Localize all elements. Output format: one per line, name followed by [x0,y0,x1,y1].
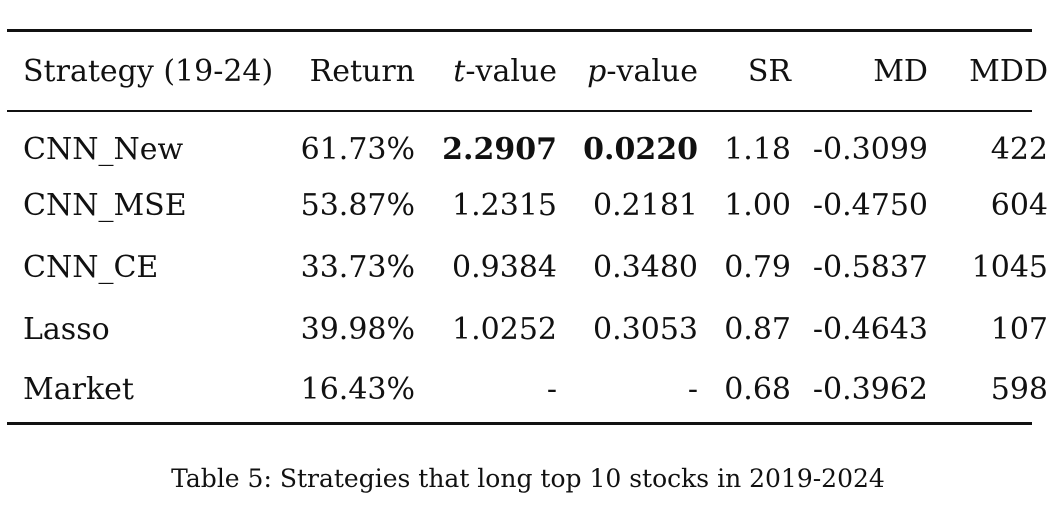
header-t-value: t-value [415,32,557,110]
header-t-rest: -value [465,53,557,89]
cell-t-value: - [546,371,557,407]
header-sr: SR [747,53,791,89]
table-header-row: Strategy (19-24) Return t-value p-value … [7,32,1048,110]
header-t-italic: t [453,53,466,89]
cell-mdd: 1045 [971,249,1048,285]
cell-t-value: 0.9384 [452,249,557,285]
cell-return: 33.73% [300,249,415,285]
cell-mdd: 604 [990,187,1048,223]
cell-md: -0.4750 [812,187,928,223]
cell-p-value: 0.3480 [593,249,698,285]
cell-t-value: 1.0252 [452,311,557,347]
cell-strategy: Market [23,371,134,407]
table-caption: Table 5: Strategies that long top 10 sto… [171,464,885,493]
cell-strategy: CNN_CE [23,249,159,285]
cell-mdd: 107 [990,311,1048,347]
cell-md: -0.4643 [812,311,928,347]
cell-p-value: 0.3053 [593,311,698,347]
cell-sr: 1.18 [724,131,791,167]
table-row: CNN_CE 33.73% 0.9384 0.3480 0.79 -0.5837… [7,236,1048,298]
cell-md: -0.3099 [812,131,928,167]
cell-strategy: Lasso [23,311,110,347]
results-table-container: Strategy (19-24) Return t-value p-value … [7,29,1048,425]
cell-t-value: 1.2315 [452,187,557,223]
table-top-rule [7,29,1032,32]
cell-p-value: 0.2181 [593,187,698,223]
header-p-italic: p [587,53,607,89]
cell-t-value: 2.2907 [442,131,557,167]
cell-sr: 1.00 [724,187,791,223]
table-bottom-rule [7,422,1032,425]
cell-p-value: 0.0220 [583,131,698,167]
cell-return: 39.98% [300,311,415,347]
cell-return: 16.43% [300,371,415,407]
table-row: CNN_MSE 53.87% 1.2315 0.2181 1.00 -0.475… [7,174,1048,236]
table-row: Lasso 39.98% 1.0252 0.3053 0.87 -0.4643 … [7,298,1048,360]
cell-strategy: CNN_New [23,131,184,167]
header-return: Return [309,53,415,89]
cell-mdd: 598 [990,371,1048,407]
cell-sr: 0.68 [724,371,791,407]
header-strategy: Strategy (19-24) [23,53,274,89]
cell-md: -0.3962 [812,371,928,407]
cell-strategy: CNN_MSE [23,187,187,223]
table-header-rule [7,110,1032,112]
table-row: CNN_New 61.73% 2.2907 0.0220 1.18 -0.309… [7,112,1048,174]
table-row: Market 16.43% - - 0.68 -0.3962 598 [7,360,1048,422]
header-md: MD [873,53,928,89]
results-table-body: CNN_New 61.73% 2.2907 0.0220 1.18 -0.309… [7,112,1048,422]
header-p-value: p-value [557,32,698,110]
header-p-rest: -value [606,53,698,89]
cell-return: 61.73% [300,131,415,167]
cell-md: -0.5837 [812,249,928,285]
cell-sr: 0.87 [724,311,791,347]
header-mdd: MDD [969,53,1048,89]
cell-return: 53.87% [300,187,415,223]
cell-mdd: 422 [990,131,1048,167]
results-table: Strategy (19-24) Return t-value p-value … [7,32,1048,110]
cell-p-value: - [687,371,698,407]
cell-sr: 0.79 [724,249,791,285]
